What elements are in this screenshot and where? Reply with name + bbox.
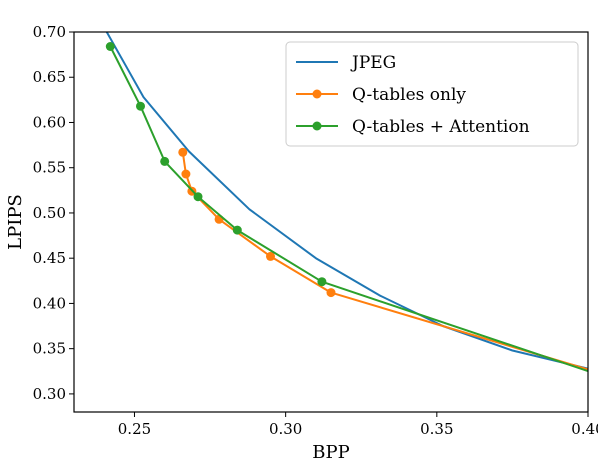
series-2-point [232, 225, 242, 235]
y-tick-label: 0.50 [33, 204, 66, 222]
legend-label-series-2: Q-tables + Attention [352, 117, 530, 137]
x-tick-label: 0.30 [269, 420, 302, 438]
x-tick-label: 0.35 [420, 420, 453, 438]
tick-layer: 0.25 0.30 0.35 0.40 0.30 0.35 0.40 0.45 0.50 0.55… [33, 23, 598, 438]
y-tick-label: 0.65 [33, 68, 66, 86]
legend-box [285, 41, 579, 147]
series-1-line [181, 152, 588, 371]
y-axis-label: LPIPS [5, 194, 26, 250]
y-tick-label: 0.60 [33, 113, 66, 131]
series-2-point [193, 192, 203, 202]
x-tick-label: 0.25 [118, 420, 151, 438]
series-1-point [181, 169, 191, 179]
series-2-point [105, 42, 115, 51]
series-2-point [160, 156, 170, 166]
plot-frame [73, 31, 589, 413]
y-tick-label: 0.45 [33, 249, 66, 267]
series-1-point [178, 147, 188, 157]
y-tick-label: 0.70 [33, 23, 66, 41]
y-tick-label: 0.35 [33, 340, 66, 358]
legend-items: JPEG Q-tables only Q-tables + Attention [296, 53, 530, 137]
legend-label-series-1: Q-tables only [352, 85, 466, 105]
series-1-point [326, 288, 336, 298]
x-axis-label: BPP [312, 442, 349, 463]
legend: JPEG Q-tables only Q-tables + Attention [285, 41, 579, 147]
legend-marker-series-1 [312, 89, 322, 99]
legend-label-series-0: JPEG [350, 53, 396, 73]
series-1-point [266, 251, 275, 261]
series-2-point [136, 101, 145, 111]
series-layer [105, 32, 588, 412]
x-tick-label: 0.40 [571, 420, 598, 438]
y-tick-label: 0.55 [33, 159, 66, 177]
series-2-point [317, 277, 327, 287]
legend-marker-series-2 [312, 121, 322, 131]
y-tick-label: 0.30 [33, 385, 66, 403]
y-tick-label: 0.40 [33, 294, 66, 312]
